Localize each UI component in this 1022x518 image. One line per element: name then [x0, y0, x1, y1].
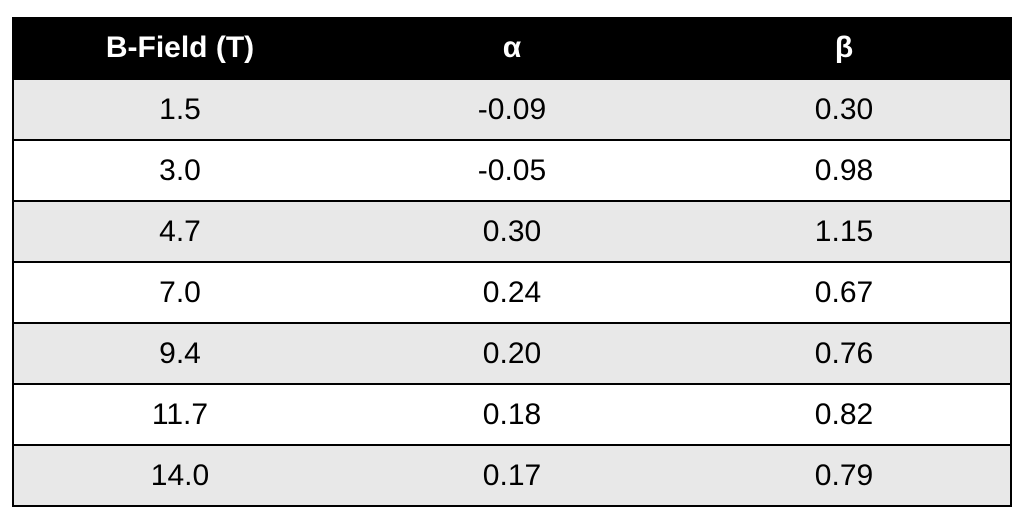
table-cell: 0.30	[482, 214, 542, 248]
table-cell: 0.82	[814, 397, 874, 431]
table-cell: 0.98	[814, 153, 874, 187]
table-cell: -0.05	[477, 153, 547, 187]
table-row: 3.0 -0.05 0.98	[14, 139, 1010, 200]
table-cell: 0.24	[482, 275, 542, 309]
table-cell: 0.67	[814, 275, 874, 309]
table-cell: -0.09	[477, 92, 547, 126]
table-cell: 0.17	[482, 458, 542, 492]
data-table: B-Field (T) α β 1.5 -0.09 0.30 3.0 -0.05 0.98 4.7…	[12, 17, 1012, 507]
table-row: 7.0 0.24 0.67	[14, 261, 1010, 322]
header-cell: α	[502, 30, 522, 64]
table-cell: 3.0	[159, 153, 201, 187]
table-cell: 11.7	[151, 397, 209, 431]
table-cell: 14.0	[150, 458, 210, 492]
table-row: 1.5 -0.09 0.30	[14, 78, 1010, 139]
header-cell: β	[834, 30, 854, 64]
table-row: 11.7 0.18 0.82	[14, 383, 1010, 444]
table-cell: 0.30	[814, 92, 874, 126]
table-cell: 9.4	[159, 336, 201, 370]
table-cell: 1.15	[814, 214, 874, 248]
header-cell: B-Field (T)	[105, 30, 255, 64]
table-cell: 0.20	[482, 336, 542, 370]
table-row: 9.4 0.20 0.76	[14, 322, 1010, 383]
table-cell: 4.7	[159, 214, 201, 248]
table-cell: 7.0	[159, 275, 201, 309]
table-row: 14.0 0.17 0.79	[14, 444, 1010, 505]
header-row: B-Field (T) α β	[14, 17, 1010, 78]
table-cell: 0.18	[482, 397, 542, 431]
table-cell: 0.79	[814, 458, 874, 492]
table-cell: 1.5	[159, 92, 201, 126]
table-row: 4.7 0.30 1.15	[14, 200, 1010, 261]
table-cell: 0.76	[814, 336, 874, 370]
